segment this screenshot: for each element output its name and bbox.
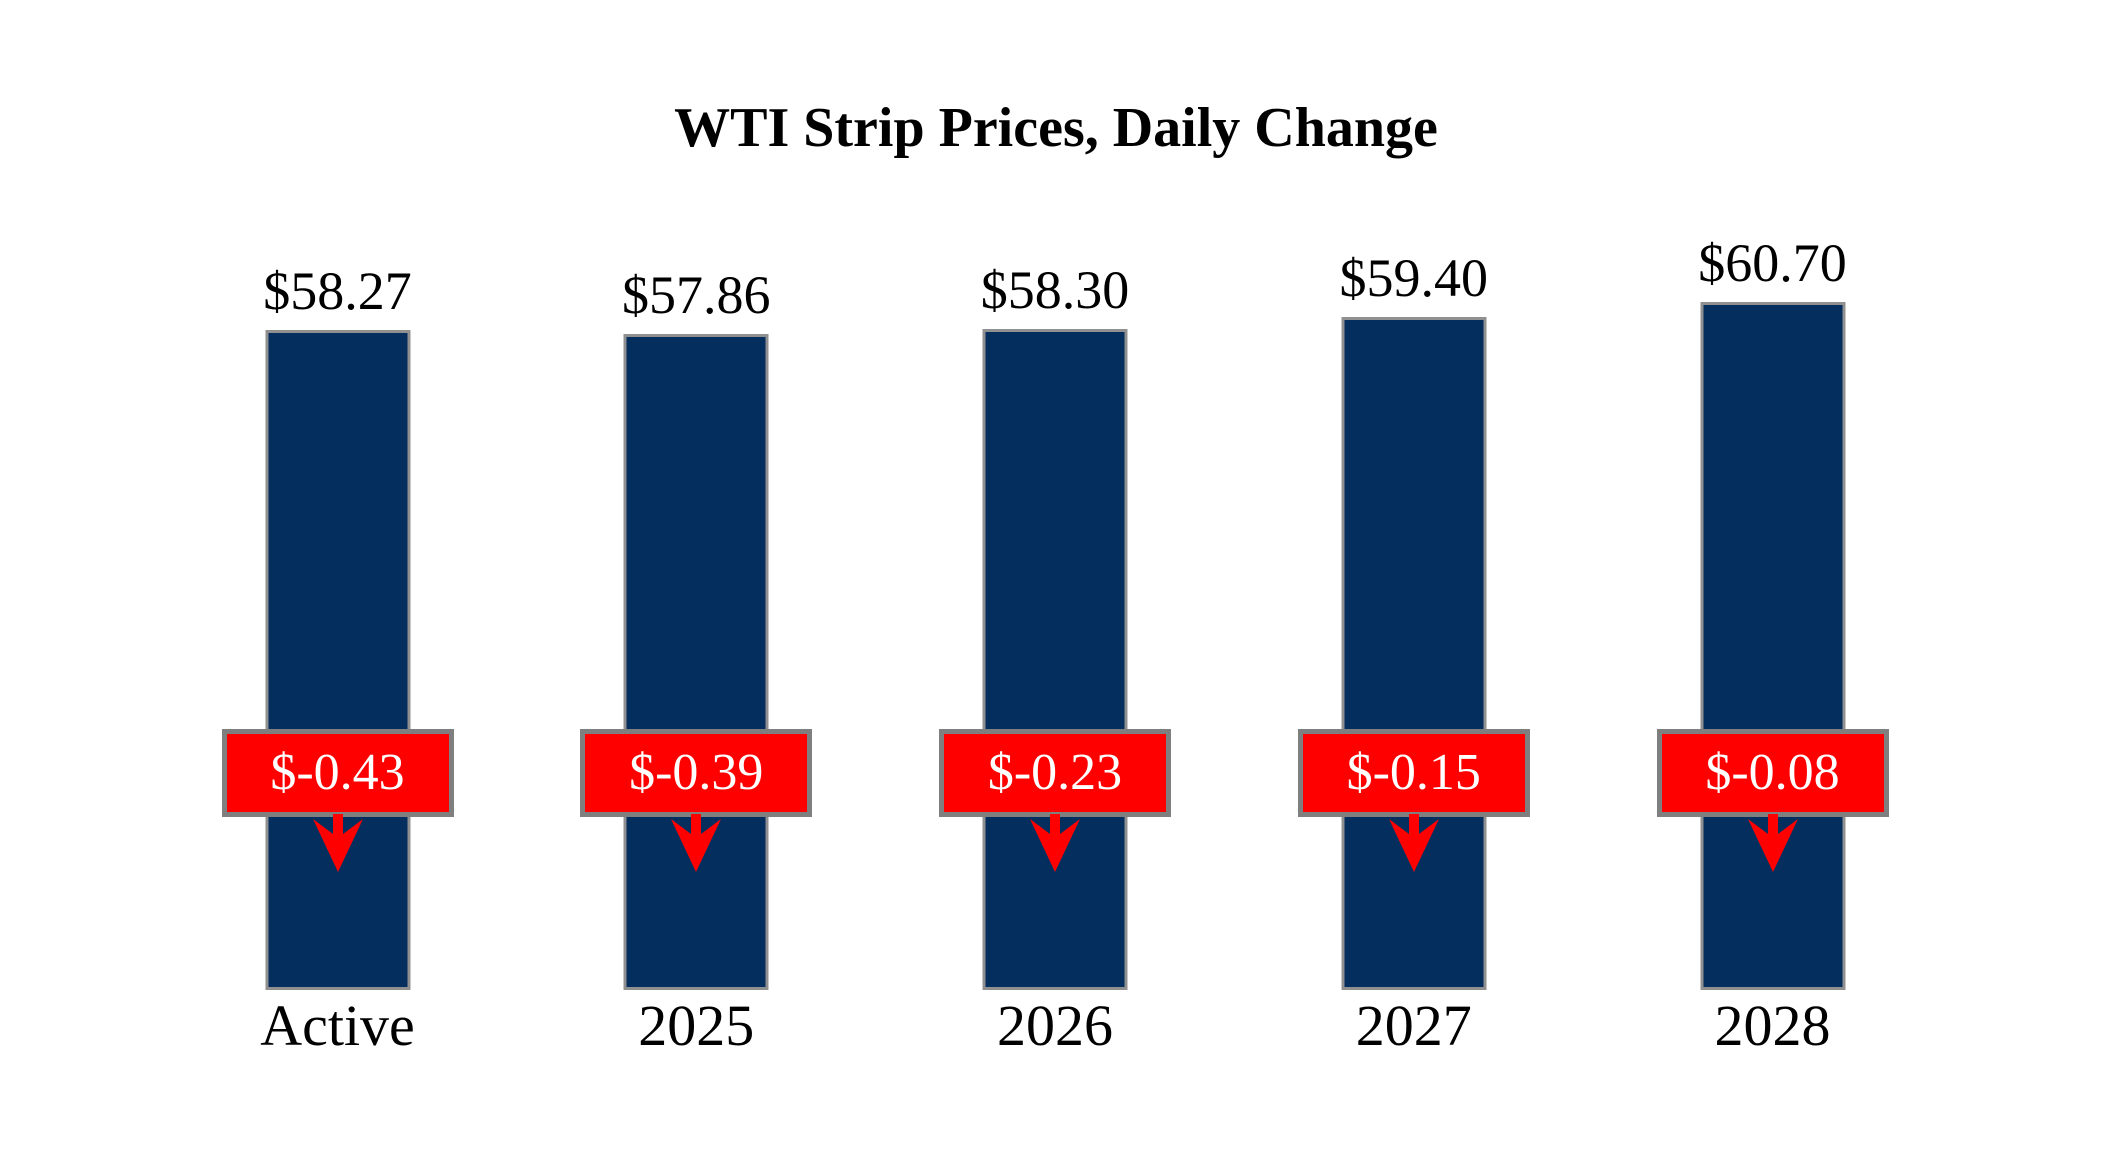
bar-column: $60.70 $-0.08 2028 (1593, 0, 1953, 1152)
category-label: 2027 (1355, 993, 1472, 1058)
change-label: $-0.08 (1705, 744, 1840, 801)
chart-title: WTI Strip Prices, Daily Change (674, 97, 1438, 159)
bar (623, 334, 769, 990)
down-arrow-icon (1747, 814, 1798, 872)
category-label: 2026 (997, 993, 1113, 1058)
change-badge: $-0.39 (580, 729, 813, 817)
down-arrow-shape (1030, 814, 1080, 872)
bar-column: $58.27 $-0.43 Active (158, 0, 518, 1152)
bar (265, 330, 410, 990)
change-badge: $-0.15 (1297, 729, 1530, 817)
down-arrow-icon (1388, 814, 1439, 872)
down-arrow-icon (312, 814, 363, 872)
price-label: $59.40 (1339, 248, 1489, 308)
down-arrow-shape (1388, 814, 1439, 872)
change-badge: $-0.08 (1656, 729, 1889, 817)
change-badge: $-0.23 (939, 729, 1171, 817)
change-badge: $-0.43 (221, 729, 454, 817)
category-label: 2025 (638, 993, 755, 1058)
price-label: $60.70 (1698, 233, 1847, 293)
bar-column: $57.86 $-0.39 2025 (516, 0, 876, 1152)
down-arrow-shape (671, 814, 722, 872)
bar (982, 329, 1128, 990)
bar (1700, 302, 1845, 990)
change-label: $-0.39 (629, 744, 764, 801)
down-arrow-icon (1030, 814, 1080, 872)
bar-column: $58.30 $-0.23 2026 (875, 0, 1235, 1152)
category-label: Active (260, 993, 415, 1058)
bar-column: $59.40 $-0.15 2027 (1234, 0, 1594, 1152)
down-arrow-icon (671, 814, 722, 872)
price-label: $58.27 (263, 261, 412, 321)
down-arrow-shape (1747, 814, 1798, 872)
change-label: $-0.23 (987, 744, 1123, 801)
price-label: $58.30 (980, 260, 1130, 320)
bar (1341, 317, 1487, 990)
change-label: $-0.15 (1346, 744, 1481, 801)
category-label: 2028 (1714, 993, 1831, 1058)
down-arrow-shape (312, 814, 363, 872)
price-label: $57.86 (622, 265, 771, 325)
change-label: $-0.43 (270, 744, 405, 801)
